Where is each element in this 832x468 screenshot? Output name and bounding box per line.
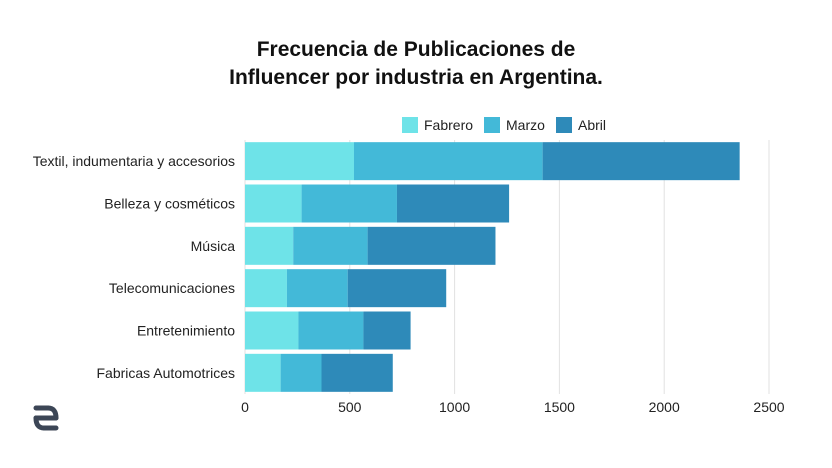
- bar-segment: [245, 226, 294, 265]
- x-tick-label: 2500: [753, 399, 784, 415]
- bar-segment: [245, 269, 287, 308]
- legend: Fabrero Marzo Abril: [402, 117, 606, 133]
- category-labels: Textil, indumentaria y accesorios Belleza…: [33, 153, 236, 381]
- bar-segment: [367, 226, 496, 265]
- x-tick-label: 1000: [439, 399, 470, 415]
- x-tick-label: 1500: [544, 399, 575, 415]
- chart-title: Frecuencia de Publicaciones de Influence…: [0, 36, 832, 92]
- bar-segment: [280, 353, 322, 392]
- legend-swatch: [556, 117, 572, 133]
- bar-segment: [293, 226, 368, 265]
- bar-segment: [396, 184, 510, 223]
- bar-segment: [245, 142, 354, 181]
- bar-segment: [245, 311, 299, 350]
- grid-lines: [244, 140, 770, 394]
- bar-segment: [363, 311, 411, 350]
- x-tick-label: 500: [338, 399, 362, 415]
- bar-segment: [321, 353, 393, 392]
- legend-label: Fabrero: [424, 117, 473, 133]
- legend-swatch: [484, 117, 500, 133]
- bar-segment: [347, 269, 447, 308]
- bar-segment: [542, 142, 740, 181]
- category-label: Entretenimiento: [137, 323, 235, 339]
- bars: [245, 142, 740, 392]
- legend-label: Abril: [578, 117, 606, 133]
- bar-segment: [298, 311, 364, 350]
- chart-title-line-1: Frecuencia de Publicaciones de: [256, 38, 576, 61]
- x-tick-label: 0: [241, 399, 249, 415]
- bar-segment: [245, 184, 302, 223]
- brand-logo-icon: [28, 400, 64, 441]
- x-tick-label: 2000: [649, 399, 680, 415]
- bar-segment: [245, 353, 281, 392]
- legend-swatch: [402, 117, 418, 133]
- category-label: Fabricas Automotrices: [97, 365, 236, 381]
- legend-label: Marzo: [506, 117, 545, 133]
- bar-segment: [301, 184, 397, 223]
- chart-title-line-2: Influencer por industria en Argentina.: [229, 66, 603, 89]
- category-label: Música: [191, 238, 236, 254]
- category-label: Telecomunicaciones: [109, 280, 235, 296]
- category-label: Belleza y cosméticos: [104, 196, 235, 212]
- bar-segment: [353, 142, 543, 181]
- category-label: Textil, indumentaria y accesorios: [33, 153, 235, 169]
- bar-segment: [286, 269, 348, 308]
- x-axis-ticks: 0 500 1000 1500 2000 2500: [241, 399, 785, 415]
